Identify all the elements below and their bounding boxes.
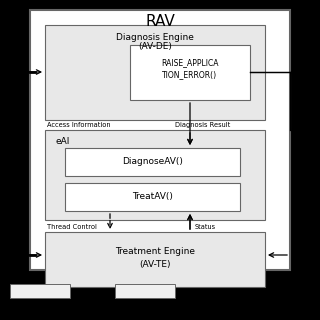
Text: Diagnosis Result: Diagnosis Result: [175, 122, 230, 128]
Text: Thread Control: Thread Control: [47, 224, 97, 230]
Text: TION_ERROR(): TION_ERROR(): [163, 70, 218, 79]
Bar: [45, 25, 265, 120]
Text: RAISE_APPLICA: RAISE_APPLICA: [161, 59, 219, 68]
Bar: [65, 148, 240, 176]
Text: Status: Status: [195, 224, 216, 230]
Bar: [45, 130, 265, 220]
Text: Diagnosis Engine: Diagnosis Engine: [116, 33, 194, 42]
Bar: [30, 10, 290, 270]
Bar: [115, 284, 175, 298]
Text: TreatAV(): TreatAV(): [132, 193, 173, 202]
Bar: [45, 232, 265, 287]
Bar: [10, 284, 70, 298]
Text: eAI: eAI: [56, 138, 70, 147]
Bar: [130, 45, 250, 100]
Bar: [65, 183, 240, 211]
Text: (AV-TE): (AV-TE): [139, 260, 171, 269]
Text: RAV: RAV: [145, 14, 175, 29]
Text: Treatment Engine: Treatment Engine: [115, 247, 195, 257]
Text: (AV-DE): (AV-DE): [138, 43, 172, 52]
Text: DiagnoseAV(): DiagnoseAV(): [122, 157, 183, 166]
Text: Access Information: Access Information: [47, 122, 111, 128]
